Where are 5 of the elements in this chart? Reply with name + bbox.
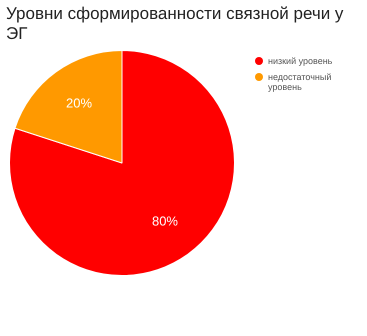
data-label: 20% — [66, 95, 92, 110]
legend-label: недостаточный уровень — [268, 72, 332, 92]
legend-label: низкий уровень — [268, 56, 332, 66]
data-label: 80% — [152, 214, 178, 229]
chart-title: Уровни сформированности связной речи у ЭГ — [6, 4, 344, 44]
